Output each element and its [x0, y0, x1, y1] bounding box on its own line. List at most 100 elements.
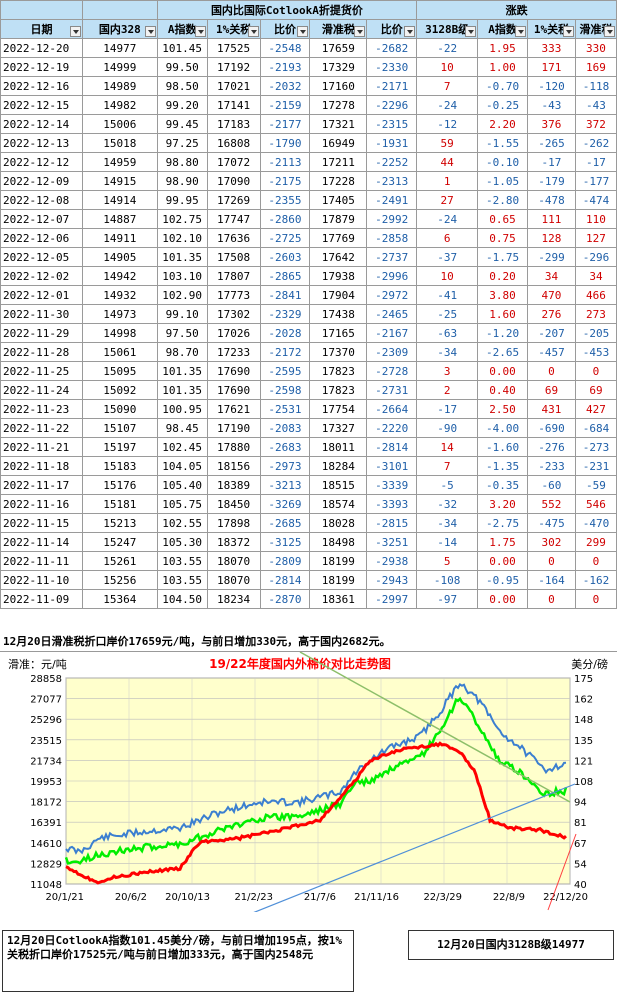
- table-cell[interactable]: 104.50: [156, 589, 208, 609]
- table-cell[interactable]: 17769: [309, 228, 368, 248]
- table-cell[interactable]: 17329: [309, 57, 368, 77]
- table-cell[interactable]: -1.35: [477, 456, 528, 476]
- table-cell[interactable]: 431: [527, 399, 576, 419]
- table-cell[interactable]: 470: [527, 285, 576, 305]
- table-cell[interactable]: -179: [527, 171, 576, 191]
- table-cell[interactable]: 14999: [81, 57, 158, 77]
- table-cell[interactable]: 17880: [206, 437, 261, 457]
- table-cell[interactable]: 0: [574, 589, 617, 609]
- table-cell[interactable]: 17898: [206, 513, 261, 533]
- table-cell[interactable]: 18234: [206, 589, 261, 609]
- table-cell[interactable]: 100.95: [156, 399, 208, 419]
- filter-dropdown-icon[interactable]: [69, 26, 81, 37]
- table-cell[interactable]: -60: [527, 475, 576, 495]
- table-cell[interactable]: 17233: [206, 342, 261, 362]
- table-cell[interactable]: 14942: [81, 266, 158, 286]
- table-cell[interactable]: 110: [574, 209, 617, 229]
- table-cell[interactable]: 69: [574, 380, 617, 400]
- table-cell[interactable]: 18199: [309, 570, 368, 590]
- column-header-0[interactable]: 日期: [0, 19, 83, 39]
- table-cell[interactable]: -17: [527, 152, 576, 172]
- table-cell[interactable]: -3101: [366, 456, 418, 476]
- table-cell[interactable]: -32: [416, 494, 479, 514]
- table-cell[interactable]: 330: [574, 38, 617, 58]
- table-cell[interactable]: 3.80: [477, 285, 528, 305]
- table-cell[interactable]: -2.80: [477, 190, 528, 210]
- table-cell[interactable]: -2.65: [477, 342, 528, 362]
- table-cell[interactable]: 17690: [206, 361, 261, 381]
- table-cell[interactable]: 104.05: [156, 456, 208, 476]
- table-cell[interactable]: 15061: [81, 342, 158, 362]
- table-cell[interactable]: 2022-12-19: [0, 57, 83, 77]
- table-cell[interactable]: 17747: [206, 209, 261, 229]
- table-cell[interactable]: 15247: [81, 532, 158, 552]
- table-cell[interactable]: -2313: [366, 171, 418, 191]
- table-cell[interactable]: 2022-11-25: [0, 361, 83, 381]
- table-cell[interactable]: 103.10: [156, 266, 208, 286]
- table-cell[interactable]: 99.10: [156, 304, 208, 324]
- table-cell[interactable]: 17302: [206, 304, 261, 324]
- table-cell[interactable]: -1931: [366, 133, 418, 153]
- table-cell[interactable]: -97: [416, 589, 479, 609]
- table-cell[interactable]: 2022-12-06: [0, 228, 83, 248]
- table-cell[interactable]: -690: [527, 418, 576, 438]
- table-cell[interactable]: 14982: [81, 95, 158, 115]
- table-cell[interactable]: 15006: [81, 114, 158, 134]
- column-header-1[interactable]: 国内328: [81, 19, 158, 39]
- table-cell[interactable]: 17370: [309, 342, 368, 362]
- table-cell[interactable]: 18515: [309, 475, 368, 495]
- table-cell[interactable]: 15261: [81, 551, 158, 571]
- table-cell[interactable]: 17642: [309, 247, 368, 267]
- table-cell[interactable]: 17072: [206, 152, 261, 172]
- table-cell[interactable]: 17160: [309, 76, 368, 96]
- table-cell[interactable]: 99.20: [156, 95, 208, 115]
- table-cell[interactable]: -0.25: [477, 95, 528, 115]
- table-cell[interactable]: -90: [416, 418, 479, 438]
- table-cell[interactable]: -2252: [366, 152, 418, 172]
- table-cell[interactable]: 14914: [81, 190, 158, 210]
- table-cell[interactable]: 18498: [309, 532, 368, 552]
- table-cell[interactable]: 2022-12-02: [0, 266, 83, 286]
- table-cell[interactable]: -2870: [259, 589, 311, 609]
- table-cell[interactable]: 15107: [81, 418, 158, 438]
- table-cell[interactable]: -43: [527, 95, 576, 115]
- table-cell[interactable]: -37: [416, 247, 479, 267]
- table-cell[interactable]: 101.35: [156, 380, 208, 400]
- table-cell[interactable]: -457: [527, 342, 576, 362]
- filter-dropdown-icon[interactable]: [194, 26, 206, 37]
- table-cell[interactable]: 546: [574, 494, 617, 514]
- table-cell[interactable]: 34: [574, 266, 617, 286]
- table-cell[interactable]: 2022-12-16: [0, 76, 83, 96]
- table-cell[interactable]: 127: [574, 228, 617, 248]
- table-cell[interactable]: 99.50: [156, 57, 208, 77]
- table-cell[interactable]: -2865: [259, 266, 311, 286]
- table-cell[interactable]: -2685: [259, 513, 311, 533]
- table-cell[interactable]: -2548: [259, 38, 311, 58]
- table-cell[interactable]: 17659: [309, 38, 368, 58]
- table-cell[interactable]: -2083: [259, 418, 311, 438]
- table-cell[interactable]: 105.75: [156, 494, 208, 514]
- table-cell[interactable]: 99.95: [156, 190, 208, 210]
- table-cell[interactable]: -3393: [366, 494, 418, 514]
- table-cell[interactable]: 2022-12-05: [0, 247, 83, 267]
- table-cell[interactable]: -1790: [259, 133, 311, 153]
- table-cell[interactable]: 17525: [206, 38, 261, 58]
- table-cell[interactable]: 15213: [81, 513, 158, 533]
- table-cell[interactable]: 3: [416, 361, 479, 381]
- table-cell[interactable]: 2022-11-28: [0, 342, 83, 362]
- table-cell[interactable]: -233: [527, 456, 576, 476]
- table-cell[interactable]: 5: [416, 551, 479, 571]
- table-cell[interactable]: 99.45: [156, 114, 208, 134]
- table-cell[interactable]: 27: [416, 190, 479, 210]
- table-cell[interactable]: -2814: [366, 437, 418, 457]
- table-cell[interactable]: 69: [527, 380, 576, 400]
- table-cell[interactable]: 1.95: [477, 38, 528, 58]
- table-cell[interactable]: -2355: [259, 190, 311, 210]
- table-cell[interactable]: 0.40: [477, 380, 528, 400]
- table-cell[interactable]: 18284: [309, 456, 368, 476]
- table-cell[interactable]: 14989: [81, 76, 158, 96]
- column-header-9[interactable]: 1%关税: [527, 19, 576, 39]
- table-cell[interactable]: 15092: [81, 380, 158, 400]
- table-cell[interactable]: 372: [574, 114, 617, 134]
- table-cell[interactable]: 15090: [81, 399, 158, 419]
